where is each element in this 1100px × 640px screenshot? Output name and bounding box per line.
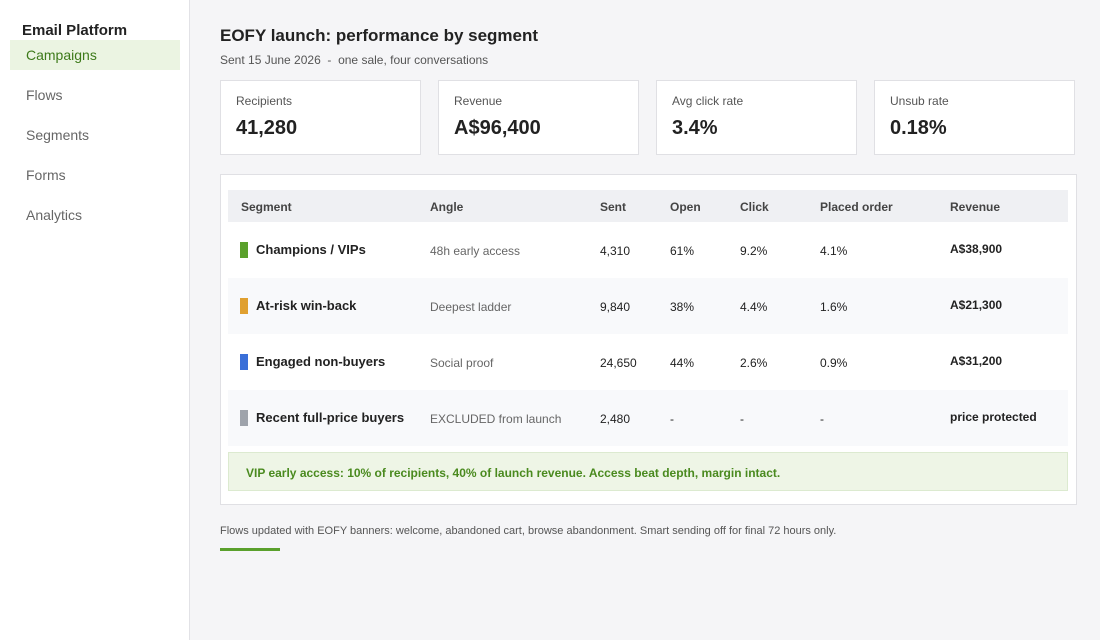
column-header: Segment [241,200,292,214]
kpi-value: 0.18% [890,117,947,139]
cell: 9.2% [740,244,768,258]
cell: 9,840 [600,300,631,314]
cell: Engaged non-buyers [256,354,386,369]
column-header: Placed order [820,200,893,214]
kpi-card: Recipients 41,280 [220,80,421,155]
cell: - [740,412,744,426]
segment-marker [240,242,248,258]
kpi-value: A$96,400 [454,117,541,139]
cell: 0.9% [820,356,848,370]
cell: 2.6% [740,356,768,370]
nav-item[interactable]: Campaigns [10,40,180,70]
kpi-label: Unsub rate [890,94,949,108]
cell: 4,310 [600,244,631,258]
cell: EXCLUDED from launch [430,412,562,426]
cell: Deepest ladder [430,300,512,314]
nav-item[interactable]: Analytics [26,207,83,223]
cell: 44% [670,356,695,370]
cell: A$38,900 [950,242,1003,256]
cell: Social proof [430,356,494,370]
cell: 61% [670,244,695,258]
segment-marker [240,410,248,426]
nav-item[interactable]: Flows [26,87,63,103]
column-header: Sent [600,200,627,214]
cell: A$31,200 [950,354,1003,368]
column-header: Open [670,200,701,214]
cell: 2,480 [600,412,631,426]
cell: price protected [950,410,1037,424]
nav-item[interactable]: Segments [26,127,90,143]
table-row: Champions / VIPs 48h early access 4,310 61%… [228,222,1068,278]
kpi-label: Avg click rate [672,94,744,108]
callout-text: VIP early access: 10% of recipients, 40%… [246,466,781,480]
nav-item[interactable]: Forms [26,167,66,183]
kpi-card: Avg click rate 3.4% [656,80,857,155]
kpi-label: Revenue [454,94,503,108]
table-card: Segment Angle Sent Open Click Placed order Rev… [220,174,1077,505]
brand: Email Platform [22,22,128,39]
subtitle: Sent 15 June 2026 - one sale, four conve… [220,53,489,67]
column-header: Revenue [950,200,1001,214]
cell: - [820,412,824,426]
kpi-value: 41,280 [236,117,298,139]
cell: At-risk win-back [256,298,357,313]
cell: Champions / VIPs [256,242,366,257]
kpi-card: Revenue A$96,400 [438,80,639,155]
segment-marker [240,354,248,370]
cell: 4.4% [740,300,768,314]
page-title: EOFY launch: performance by segment [220,26,539,45]
cell: 1.6% [820,300,848,314]
cell: Recent full-price buyers [256,410,405,425]
table-row: Engaged non-buyers Social proof 24,650 44% 2… [228,334,1068,390]
column-header: Angle [430,200,464,214]
footer-note: Flows updated with EOFY banners: welcome… [220,525,837,537]
cell: - [670,412,674,426]
table-header: Segment Angle Sent Open Click Placed order Rev… [228,190,1068,222]
cell: A$21,300 [950,298,1003,312]
cell: 38% [670,300,695,314]
sidebar: Email Platform Campaigns Flows Segments For… [0,0,190,640]
kpi-card: Unsub rate 0.18% [874,80,1075,155]
accent-bar [220,548,280,551]
cell: 48h early access [430,244,521,258]
column-header: Click [740,200,769,214]
segment-marker [240,298,248,314]
cell: 24,650 [600,356,637,370]
callout: VIP early access: 10% of recipients, 40%… [228,452,1068,491]
kpi-label: Recipients [236,94,293,108]
table-row: Recent full-price buyers EXCLUDED from la… [228,390,1068,446]
table-row: At-risk win-back Deepest ladder 9,840 38% 4.… [228,278,1068,334]
kpi-value: 3.4% [672,117,718,139]
cell: 4.1% [820,244,848,258]
